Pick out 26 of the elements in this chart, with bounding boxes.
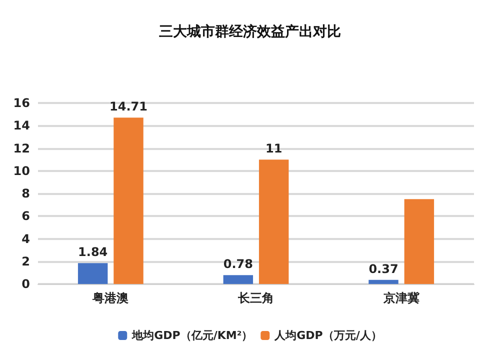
y-tick-label: 2 <box>22 254 30 268</box>
data-label: 14.71 <box>110 100 148 114</box>
legend-label: 地均GDP（亿元/KM²） <box>131 329 253 342</box>
y-tick-label: 14 <box>13 118 30 133</box>
bar <box>368 280 398 284</box>
legend-label: 人均GDP（万元/人） <box>274 329 382 342</box>
y-tick-label: 0 <box>22 277 30 291</box>
bar <box>404 199 434 284</box>
x-tick-label: 长三角 <box>237 291 274 305</box>
data-label: 11 <box>265 142 282 156</box>
bar <box>114 118 144 284</box>
data-label: 0.78 <box>223 257 253 272</box>
bar <box>78 263 108 284</box>
y-tick-label: 8 <box>22 186 30 200</box>
x-tick-label: 粤港澳 <box>92 291 129 305</box>
bar <box>223 275 254 284</box>
y-tick-label: 12 <box>13 141 30 156</box>
data-label: 1.84 <box>78 245 108 260</box>
data-label: 0.37 <box>368 262 398 276</box>
y-tick-label: 4 <box>22 232 30 246</box>
chart-title: 三大城市群经济效益产出对比 <box>159 23 341 40</box>
bar <box>258 160 289 284</box>
y-tick-label: 16 <box>13 96 30 110</box>
y-tick-label: 10 <box>13 164 30 178</box>
y-tick-label: 6 <box>22 209 30 224</box>
x-tick-label: 京津冀 <box>382 291 420 305</box>
